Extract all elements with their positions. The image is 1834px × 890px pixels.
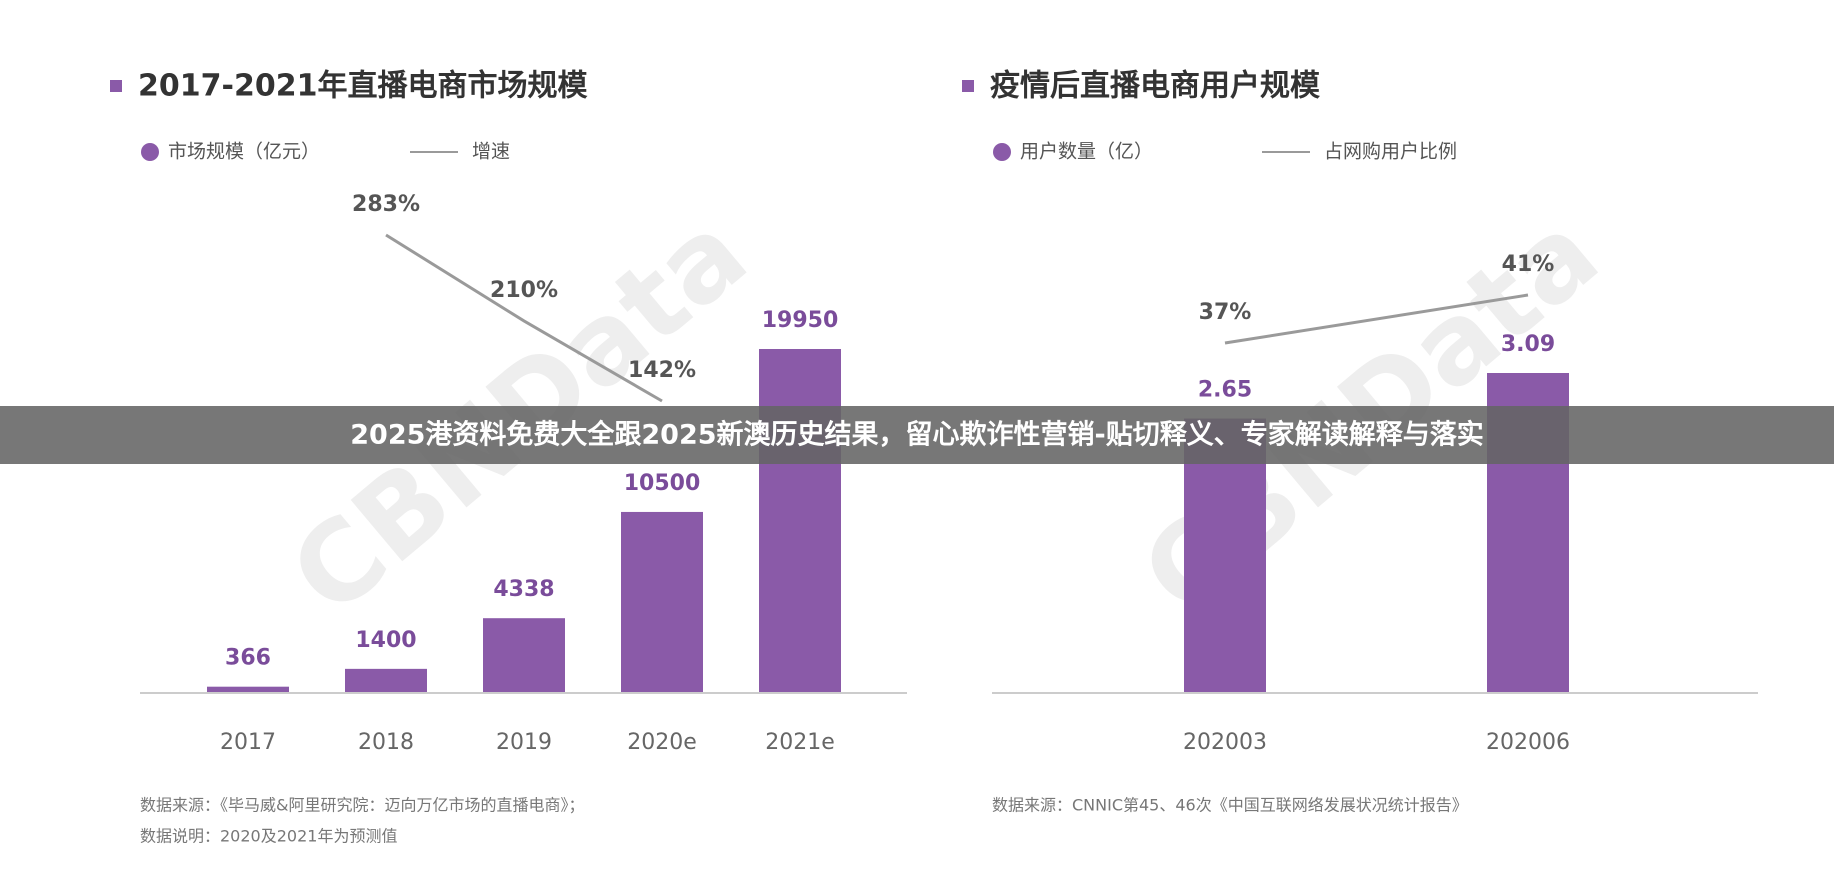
x-tick-label: 2020e xyxy=(627,730,697,755)
line-label: 142% xyxy=(628,358,696,383)
x-tick-label: 202003 xyxy=(1183,730,1267,755)
source-note: 数据说明：2020及2021年为预测值 xyxy=(140,827,397,846)
line-label: 37% xyxy=(1199,300,1252,325)
chart-title: 疫情后直播电商用户规模 xyxy=(990,69,1320,104)
line xyxy=(1224,293,1529,345)
line-label: 41% xyxy=(1502,252,1555,277)
x-tick-label: 2017 xyxy=(220,730,276,755)
source-note: 数据来源：CNNIC第45、46次《中国互联网络发展状况统计报告》 xyxy=(992,796,1468,815)
x-tick-label: 202006 xyxy=(1486,730,1570,755)
bar xyxy=(621,511,703,693)
bar xyxy=(759,349,841,693)
chart-title: 2017-2021年直播电商市场规模 xyxy=(138,69,587,104)
bar xyxy=(345,668,427,693)
legend-label: 增速 xyxy=(472,141,510,163)
banner-text: 2025港资料免费大全跟2025新澳历史结果，留心欺诈性营销-贴切释义、专家解读… xyxy=(350,419,1484,451)
title-marker xyxy=(962,80,974,92)
line xyxy=(385,233,663,403)
data-label: 1400 xyxy=(355,628,416,653)
legend-label: 占网购用户比例 xyxy=(1324,141,1457,163)
x-tick-label: 2018 xyxy=(358,730,414,755)
legend-label: 用户数量（亿） xyxy=(1020,141,1153,163)
x-tick-label: 2019 xyxy=(496,730,552,755)
bar xyxy=(1184,418,1266,693)
bar xyxy=(483,618,565,693)
data-label: 19950 xyxy=(762,308,839,333)
data-label: 3.09 xyxy=(1501,332,1555,357)
bar xyxy=(207,686,289,693)
title-marker xyxy=(110,80,122,92)
data-label: 10500 xyxy=(624,471,701,496)
legend-label: 市场规模（亿元） xyxy=(168,141,320,163)
legend-marker xyxy=(141,143,159,161)
line-label: 210% xyxy=(490,278,558,303)
x-tick-label: 2021e xyxy=(765,730,835,755)
banner-bg xyxy=(0,406,1834,464)
data-label: 366 xyxy=(225,646,271,671)
data-label: 4338 xyxy=(493,577,554,602)
line-label: 283% xyxy=(352,192,420,217)
data-label: 2.65 xyxy=(1198,378,1252,403)
source-note: 数据来源：《毕马威&阿里研究院：迈向万亿市场的直播电商》； xyxy=(140,796,584,815)
legend-marker xyxy=(993,143,1011,161)
